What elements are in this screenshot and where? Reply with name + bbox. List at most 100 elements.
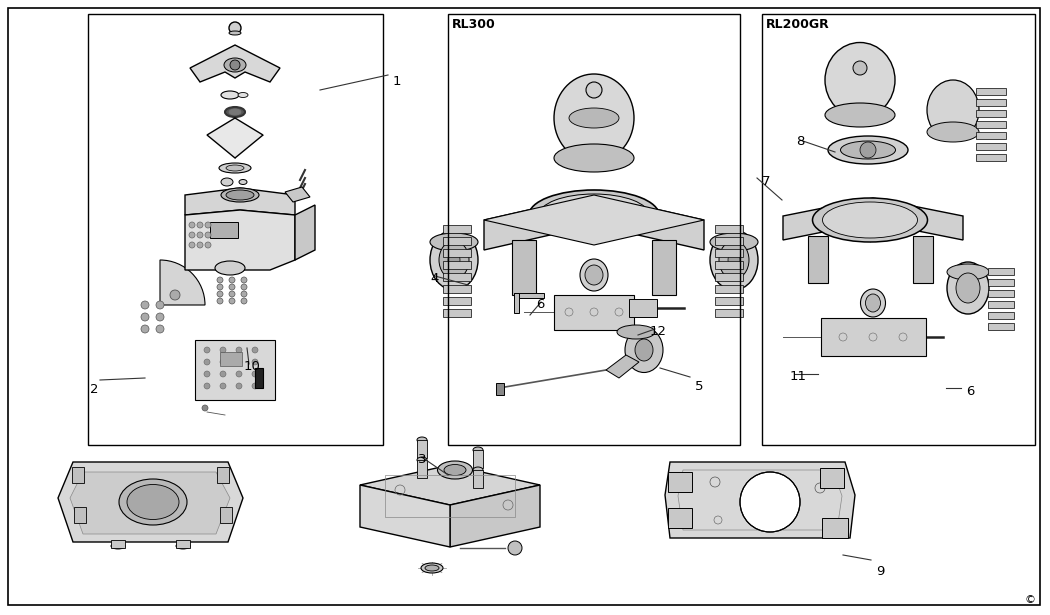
Bar (715, 309, 743, 317)
Bar (472, 470, 483, 488)
Circle shape (252, 359, 258, 365)
Circle shape (860, 142, 876, 158)
Bar (821, 318, 926, 356)
Ellipse shape (529, 190, 659, 240)
Polygon shape (360, 485, 450, 547)
Polygon shape (665, 462, 855, 538)
Circle shape (205, 222, 211, 228)
Ellipse shape (417, 457, 427, 463)
Circle shape (217, 298, 223, 304)
Ellipse shape (438, 461, 472, 479)
Text: 12: 12 (650, 325, 667, 338)
Ellipse shape (956, 273, 980, 303)
Bar (715, 261, 743, 269)
Bar (443, 237, 471, 245)
Ellipse shape (617, 325, 655, 339)
Circle shape (156, 301, 164, 309)
Polygon shape (668, 508, 692, 528)
Text: 3: 3 (418, 453, 426, 466)
Ellipse shape (439, 241, 469, 279)
Circle shape (141, 325, 149, 333)
Circle shape (252, 383, 258, 389)
Ellipse shape (585, 265, 603, 285)
Ellipse shape (421, 563, 443, 573)
Circle shape (586, 82, 602, 98)
Bar (988, 301, 1014, 308)
Bar (210, 222, 238, 238)
Ellipse shape (220, 178, 233, 186)
Circle shape (220, 383, 226, 389)
Circle shape (170, 290, 180, 300)
Ellipse shape (635, 339, 653, 361)
Ellipse shape (224, 58, 246, 72)
Ellipse shape (239, 180, 247, 184)
Ellipse shape (861, 289, 885, 317)
Ellipse shape (710, 230, 758, 290)
Bar (976, 143, 1006, 150)
Bar (715, 285, 743, 293)
Polygon shape (914, 236, 933, 283)
Bar (715, 273, 743, 281)
Circle shape (197, 232, 203, 238)
Ellipse shape (176, 543, 190, 549)
Ellipse shape (226, 165, 244, 171)
Polygon shape (285, 187, 310, 202)
Ellipse shape (472, 467, 483, 473)
Ellipse shape (219, 163, 251, 173)
Bar (988, 323, 1014, 330)
Text: 9: 9 (876, 565, 884, 578)
Polygon shape (207, 118, 262, 158)
Circle shape (204, 383, 210, 389)
Bar (176, 540, 190, 548)
Ellipse shape (927, 80, 979, 140)
Bar (443, 297, 471, 305)
Polygon shape (185, 210, 295, 270)
Text: 10: 10 (244, 360, 260, 373)
Circle shape (236, 383, 242, 389)
Bar (88, 14, 383, 445)
Ellipse shape (569, 108, 620, 128)
Text: 7: 7 (762, 175, 771, 188)
Bar (443, 249, 471, 257)
Bar (976, 121, 1006, 128)
Circle shape (141, 313, 149, 321)
Text: 6: 6 (966, 385, 974, 398)
Circle shape (189, 242, 195, 248)
Ellipse shape (710, 233, 758, 251)
Bar (976, 88, 1006, 95)
Circle shape (204, 347, 210, 353)
Circle shape (229, 22, 242, 34)
Circle shape (205, 232, 211, 238)
Bar (988, 268, 1014, 275)
Bar (220, 352, 242, 366)
Circle shape (189, 232, 195, 238)
Ellipse shape (825, 42, 895, 117)
Circle shape (236, 347, 242, 353)
Polygon shape (652, 240, 676, 295)
Circle shape (740, 472, 800, 532)
Ellipse shape (220, 188, 259, 202)
Bar (976, 154, 1006, 161)
Bar (715, 249, 743, 257)
Circle shape (156, 325, 164, 333)
Circle shape (242, 277, 247, 283)
Ellipse shape (825, 103, 895, 127)
Circle shape (141, 301, 149, 309)
Bar (220, 507, 232, 523)
Text: 1: 1 (393, 75, 401, 88)
Ellipse shape (229, 31, 242, 35)
Polygon shape (822, 518, 848, 538)
Polygon shape (360, 465, 540, 505)
Bar (472, 450, 483, 468)
Text: 8: 8 (796, 135, 804, 148)
Text: 2: 2 (90, 383, 99, 396)
Circle shape (204, 359, 210, 365)
Bar (988, 279, 1014, 286)
Circle shape (236, 371, 242, 377)
Polygon shape (295, 205, 315, 260)
Polygon shape (190, 45, 280, 82)
Ellipse shape (472, 447, 483, 453)
Bar (976, 110, 1006, 117)
Circle shape (220, 371, 226, 377)
Ellipse shape (947, 262, 989, 314)
